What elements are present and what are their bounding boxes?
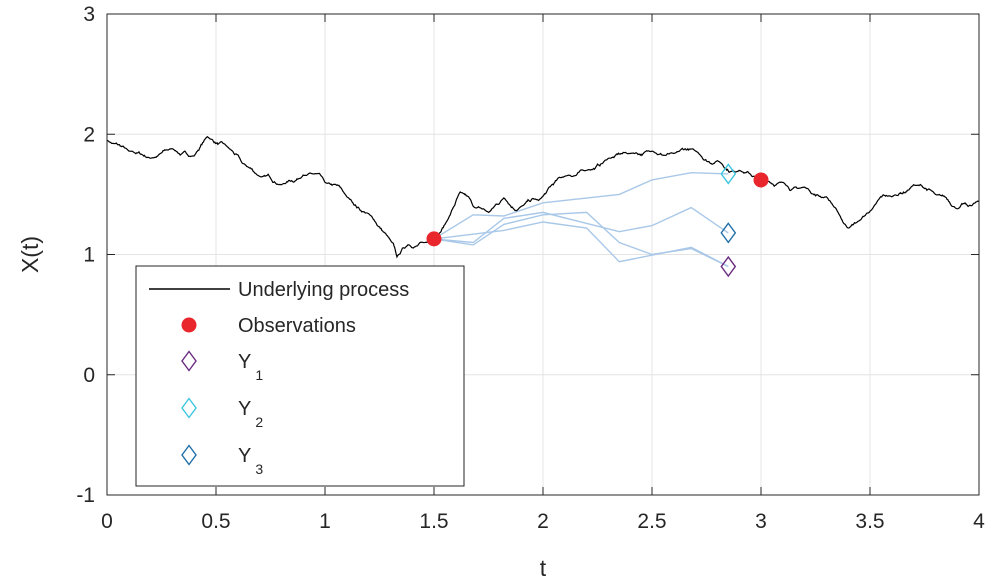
y-tick-label: -1 [76, 484, 95, 507]
x-tick-label: 2.5 [637, 510, 666, 533]
y-tick-label: 3 [83, 3, 95, 26]
candidate-path [433, 206, 729, 244]
candidate-paths [433, 171, 729, 268]
legend-subscript: 2 [255, 414, 263, 430]
endpoint-y3-marker [720, 222, 737, 244]
legend-box [135, 265, 465, 487]
y-tick-label: 1 [83, 244, 95, 267]
legend-observation-symbol [181, 317, 197, 333]
legend-entry-label: Observations [238, 315, 356, 337]
x-tick-label: 4 [973, 510, 985, 533]
x-tick-label: 1 [319, 510, 331, 533]
x-tick-label: 1.5 [419, 510, 448, 533]
markers [426, 163, 769, 278]
y-tick-label: 2 [83, 123, 95, 146]
x-tick-label: 0 [101, 510, 113, 533]
y-tick-label: 0 [83, 364, 95, 387]
candidate-path [433, 171, 729, 240]
axis-ticks: 0 0.5 1 1.5 2 2.5 3 3.5 4 -1 0 1 2 3 [76, 3, 985, 533]
legend-subscript: 1 [255, 367, 263, 383]
endpoint-y2-marker [720, 163, 737, 185]
endpoint-y1-marker [720, 255, 737, 278]
underlying-process-line [106, 135, 980, 259]
legend-diamond-symbol [181, 444, 197, 466]
x-tick-label: 3.5 [855, 510, 884, 533]
observation-point [753, 172, 769, 188]
x-axis-label: t [540, 555, 547, 581]
legend-entry-label: Underlying process [238, 279, 409, 301]
observation-point [426, 231, 442, 247]
legend-subscript: 3 [255, 461, 263, 477]
candidate-path [433, 221, 729, 268]
legend-diamond-symbol [181, 350, 197, 372]
underlying-process [106, 135, 980, 259]
x-tick-label: 0.5 [201, 510, 230, 533]
y-axis-label: X(t) [17, 236, 43, 273]
x-tick-label: 3 [755, 510, 767, 533]
x-tick-label: 2 [537, 510, 549, 533]
legend-diamond-symbol [181, 397, 197, 419]
